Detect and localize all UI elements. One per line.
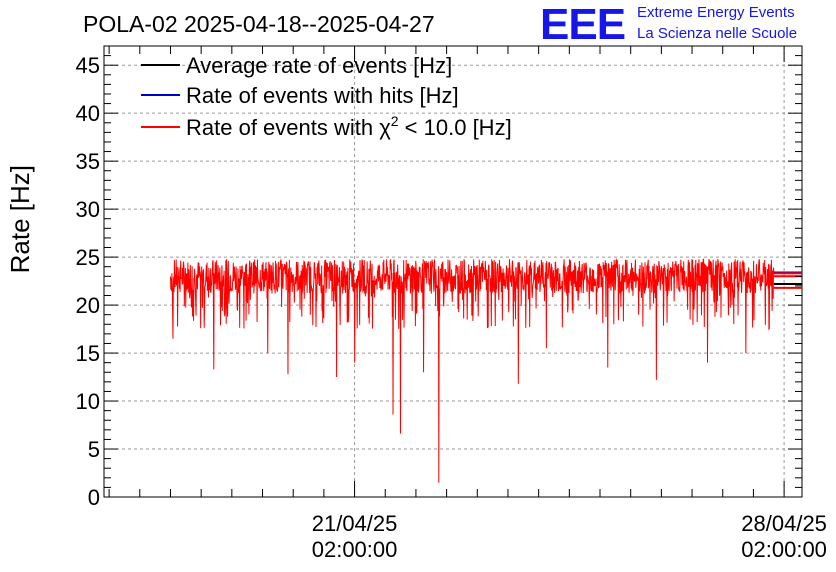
x-tick-date-label: 21/04/25 [312, 511, 398, 536]
y-tick-label: 25 [76, 245, 100, 270]
y-tick-label: 20 [76, 293, 100, 318]
y-tick-label: 35 [76, 149, 100, 174]
logo-line-2: La Scienza nelle Scuole [637, 25, 798, 42]
x-tick-time-label: 02:00:00 [741, 537, 827, 562]
logo-mark: EEE [540, 0, 626, 49]
y-tick-label: 40 [76, 101, 100, 126]
x-tick-time-label: 02:00:00 [312, 537, 398, 562]
y-tick-label: 0 [88, 485, 100, 510]
y-tick-label: 10 [76, 389, 100, 414]
eee-logo: EEE Extreme Energy Events La Scienza nel… [540, 0, 832, 49]
logo-line-1: Extreme Energy Events [637, 4, 795, 21]
y-axis-label: Rate [Hz] [5, 165, 35, 273]
legend-label-2: Rate of events with χ2 < 10.0 [Hz] [186, 113, 512, 140]
y-tick-label: 30 [76, 197, 100, 222]
legend-label-1: Rate of events with hits [Hz] [186, 83, 459, 108]
y-tick-label: 5 [88, 437, 100, 462]
legend-label-0: Average rate of events [Hz] [186, 53, 452, 78]
y-tick-label: 15 [76, 341, 100, 366]
legend: Average rate of events [Hz] Rate of event… [141, 53, 512, 140]
y-tick-label: 45 [76, 53, 100, 78]
axes: 05101520253035404521/04/2502:00:0028/04/… [76, 45, 827, 562]
chart-title: POLA-02 2025-04-18--2025-04-27 [83, 11, 435, 37]
series-line-chi2 [169, 257, 775, 483]
series-layer [169, 257, 802, 483]
x-tick-date-label: 28/04/25 [741, 511, 827, 536]
